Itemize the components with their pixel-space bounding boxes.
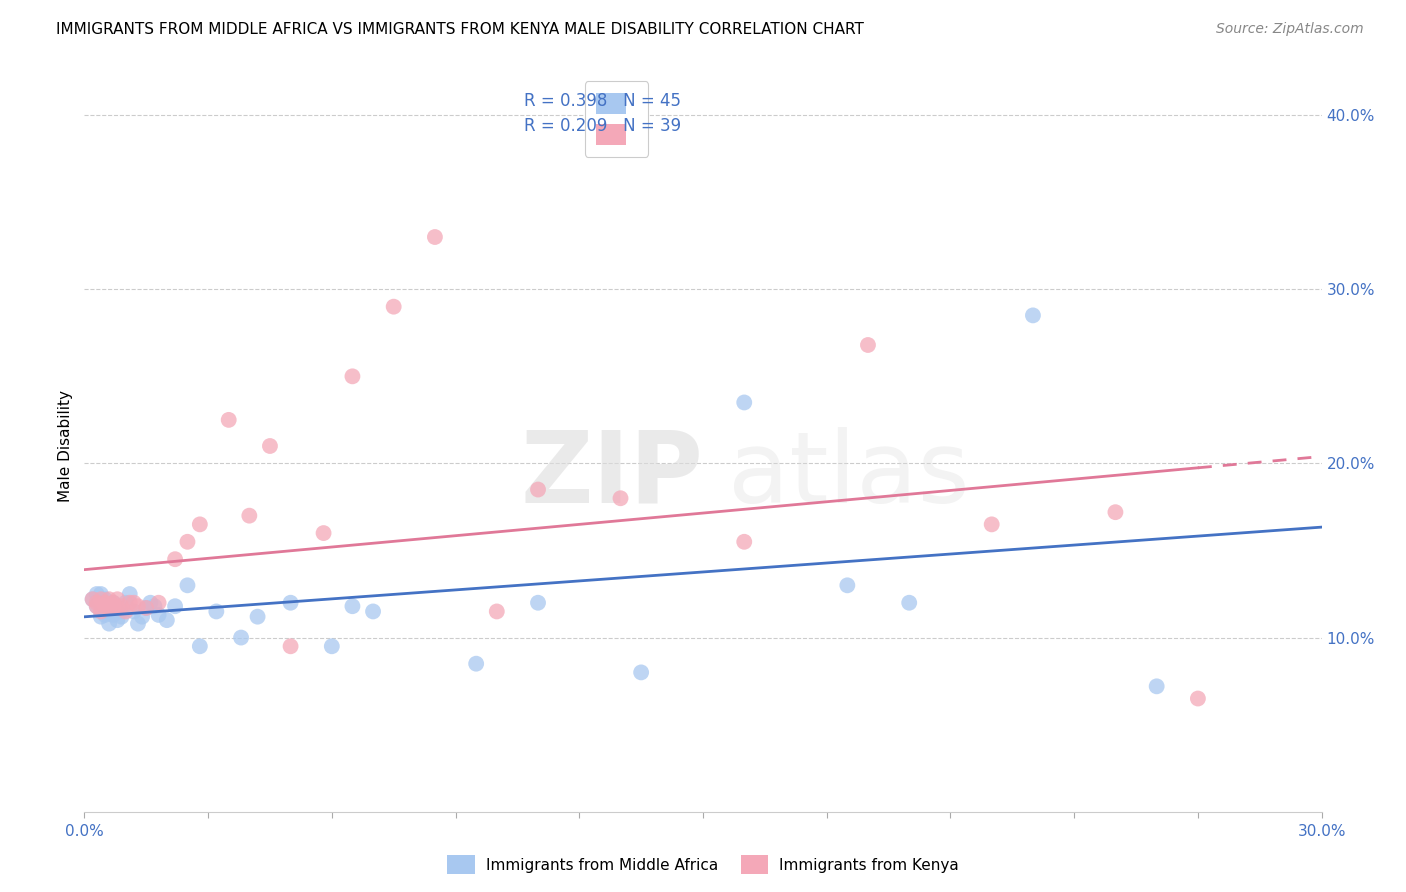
Point <box>131 609 153 624</box>
Point <box>86 599 108 614</box>
Point <box>122 596 145 610</box>
Point <box>465 657 488 671</box>
Point <box>205 604 228 618</box>
Point <box>122 604 145 618</box>
Point <box>259 439 281 453</box>
Point <box>229 631 252 645</box>
Y-axis label: Male Disability: Male Disability <box>58 390 73 502</box>
Point <box>90 596 112 610</box>
Point <box>103 607 125 622</box>
Point <box>105 592 128 607</box>
Point <box>105 601 128 615</box>
Point <box>94 607 117 622</box>
Point <box>90 587 112 601</box>
Legend: Immigrants from Middle Africa, Immigrants from Kenya: Immigrants from Middle Africa, Immigrant… <box>441 849 965 880</box>
Point <box>94 599 117 614</box>
Point <box>90 609 112 624</box>
Point <box>86 596 108 610</box>
Point <box>733 395 755 409</box>
Point <box>837 578 859 592</box>
Point <box>312 526 335 541</box>
Point <box>114 604 136 618</box>
Point <box>135 601 157 615</box>
Point <box>188 517 211 532</box>
Point <box>630 665 652 680</box>
Point <box>98 616 121 631</box>
Point <box>1104 505 1126 519</box>
Point <box>110 609 132 624</box>
Point <box>148 596 170 610</box>
Text: ZIP: ZIP <box>520 426 703 524</box>
Text: R = 0.209   N = 39: R = 0.209 N = 39 <box>523 118 681 136</box>
Point <box>1187 691 1209 706</box>
Text: Source: ZipAtlas.com: Source: ZipAtlas.com <box>1216 22 1364 37</box>
Point <box>280 640 302 654</box>
Point <box>94 599 117 614</box>
Text: atlas: atlas <box>728 426 969 524</box>
Point <box>82 592 104 607</box>
Point <box>118 587 141 601</box>
Point <box>90 604 112 618</box>
Point <box>86 587 108 601</box>
Point <box>114 596 136 610</box>
Point <box>86 599 108 614</box>
Point <box>238 508 260 523</box>
Point <box>1022 309 1045 323</box>
Point <box>82 592 104 607</box>
Point <box>127 616 149 631</box>
Point <box>898 596 921 610</box>
Point <box>188 640 211 654</box>
Point <box>94 592 117 607</box>
Point <box>423 230 446 244</box>
Point <box>246 609 269 624</box>
Point <box>127 599 149 614</box>
Point <box>156 613 179 627</box>
Point <box>485 604 508 618</box>
Point <box>90 592 112 607</box>
Point <box>105 601 128 615</box>
Legend: , : , <box>585 81 648 157</box>
Point <box>527 596 550 610</box>
Point <box>176 534 198 549</box>
Point <box>98 604 121 618</box>
Point <box>135 601 157 615</box>
Point <box>165 599 187 614</box>
Point <box>103 596 125 610</box>
Point <box>143 599 166 614</box>
Point <box>176 578 198 592</box>
Point <box>280 596 302 610</box>
Point <box>94 596 117 610</box>
Point <box>103 599 125 614</box>
Point <box>609 491 631 506</box>
Point <box>139 596 162 610</box>
Point <box>98 601 121 615</box>
Point <box>342 369 364 384</box>
Point <box>110 604 132 618</box>
Point <box>321 640 343 654</box>
Point <box>527 483 550 497</box>
Point <box>342 599 364 614</box>
Point <box>856 338 879 352</box>
Point <box>1146 679 1168 693</box>
Point <box>148 607 170 622</box>
Text: IMMIGRANTS FROM MIDDLE AFRICA VS IMMIGRANTS FROM KENYA MALE DISABILITY CORRELATI: IMMIGRANTS FROM MIDDLE AFRICA VS IMMIGRA… <box>56 22 865 37</box>
Point <box>980 517 1002 532</box>
Point <box>361 604 384 618</box>
Point <box>110 599 132 614</box>
Point <box>218 413 240 427</box>
Point <box>105 613 128 627</box>
Point <box>382 300 405 314</box>
Point <box>733 534 755 549</box>
Point <box>98 592 121 607</box>
Text: R = 0.398   N = 45: R = 0.398 N = 45 <box>523 92 681 110</box>
Point <box>118 596 141 610</box>
Point <box>165 552 187 566</box>
Point <box>103 596 125 610</box>
